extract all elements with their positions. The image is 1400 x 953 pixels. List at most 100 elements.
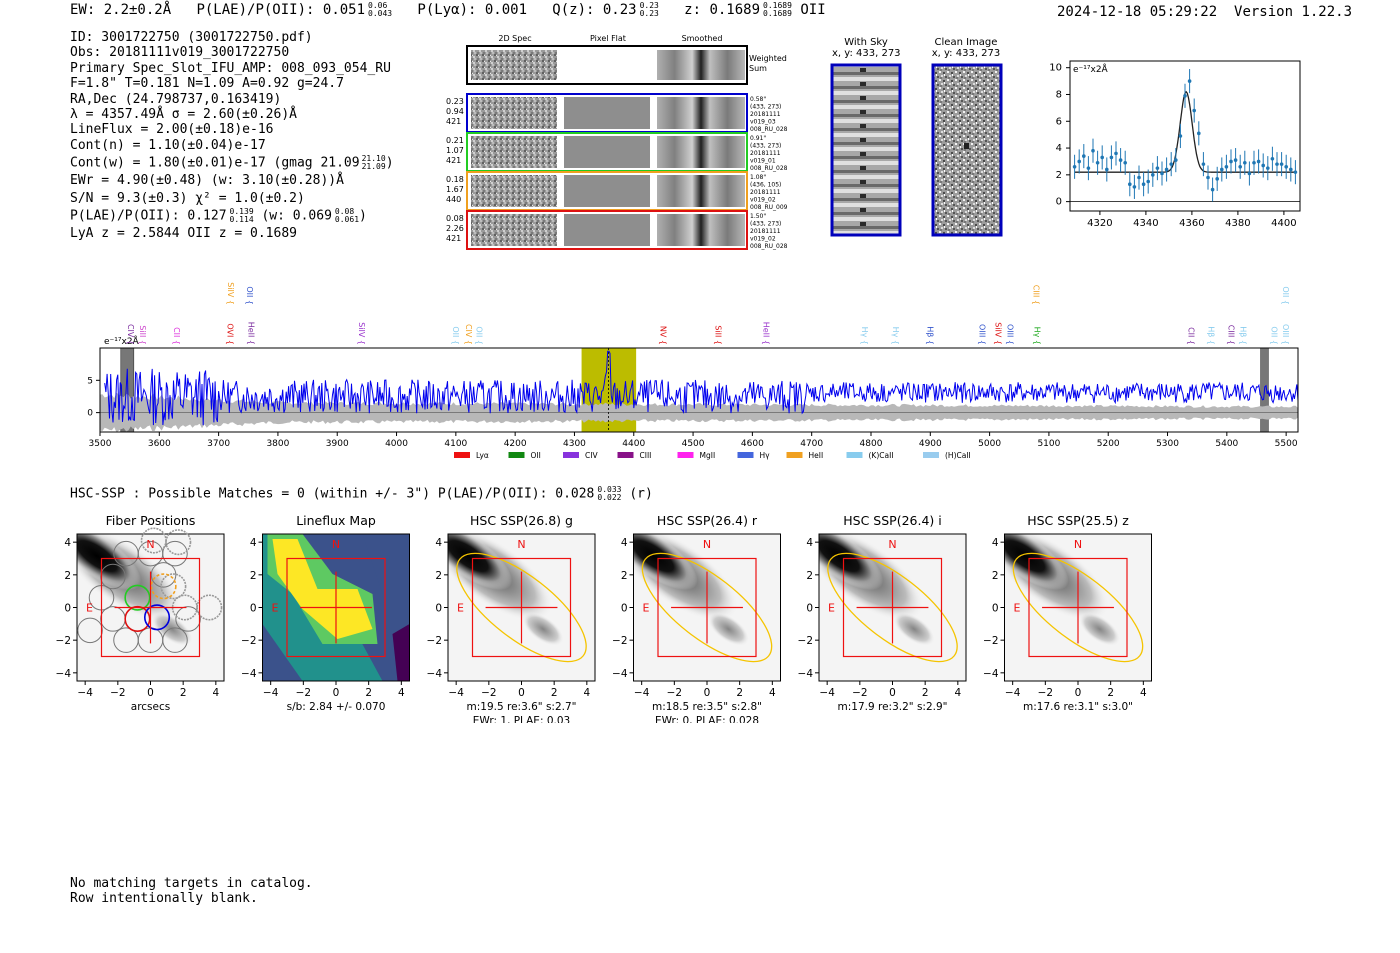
legend-label: HeII [809,451,824,460]
line-marker: CII { [172,327,181,345]
panel-y-tick-label: 0 [992,603,999,615]
spectrum-x-tick-label: 4800 [860,439,883,449]
panel-x-tick-label: 2 [365,687,372,699]
cutout-row-stat: 0.18 [446,175,464,184]
lineflux-min [392,624,410,681]
line-marker: Hβ { [925,326,934,345]
panel-y-tick-label: −4 [798,668,814,680]
line-marker-label: OIII { [1005,324,1014,345]
panel-title: Lineflux Map [296,513,376,528]
line-marker-label: SiIV { [994,322,1003,345]
zoom-data-point [1183,94,1187,98]
galaxy-tail [893,612,935,646]
panel-y-tick-label: 4 [250,537,257,549]
contw-lower: 21.09 [361,162,386,172]
legend-label: (H)CaII [945,451,971,460]
zoom-y-tick-label: 2 [1056,170,1062,181]
spectrum-x-tick-label: 3800 [266,439,289,449]
legend-label: (K)CaII [869,451,894,460]
summary-header: EW: 2.2±0.2Å P(LAE)/P(OII): 0.051 0.06 0.0… [70,1,826,19]
info-lambda: λ = 4357.49Å σ = 2.60(±0.26)Å [70,107,297,123]
panel-image [448,534,595,681]
zoom-data-point [1151,173,1155,177]
zoom-y-tick-label: 0 [1056,197,1062,208]
plae-upper: 0.06 [368,1,388,10]
zoom-data-point [1137,175,1141,180]
info-plae-upper: 0.139 [229,207,254,217]
line-marker: CIII { [1032,285,1041,305]
cutout-row-stat: 421 [446,234,461,243]
panel-x-tick-label: −2 [1038,687,1053,699]
panel-x-tick-label: 0 [147,687,154,699]
line-marker: Hβ { [1239,326,1248,345]
zoom-data-point [1220,167,1224,172]
plae-lower: 0.043 [368,9,393,18]
line-marker: SiII { [138,325,147,345]
with-sky-title: With Sky x, y: 433, 273 [832,37,901,59]
fiber-circle [150,573,177,600]
panel-y-tick-label: −2 [983,635,998,647]
spectrum-x-tick-label: 3600 [148,439,171,449]
spectrum-line [104,350,1299,426]
line-marker-label: Hβ { [925,326,934,345]
line-marker: SiIV { [994,322,1003,345]
z-lower: 0.1689 [763,9,792,18]
col-label-2d: 2D Spec [498,34,531,43]
zoom-x-tick-label: 4340 [1133,218,1158,229]
with-sky-image [830,63,902,237]
cutout-row-meta: (436, 105) [750,182,781,189]
compass-north: N [517,538,525,551]
spectrum-x-tick-label: 3500 [89,439,112,449]
spectrum-y-tick-label: 5 [87,376,93,386]
hsc-plae-upper: 0.033 [597,485,622,494]
cutout-row-meta: (433, 273) [750,104,781,111]
panel-y-tick-label: 0 [250,603,257,615]
line-marker-label: CIII { [1227,325,1236,345]
cutout-row-meta: v019_02 [750,236,776,243]
panel-x-tick-label: −2 [667,687,682,699]
panel-y-tick-label: 0 [621,603,628,615]
plya-value: P(Lyα): 0.001 [417,2,527,18]
fiber-circle [162,627,188,653]
compass-north: N [146,538,154,551]
cutout-row-meta: 20181111 [750,111,781,118]
line-marker-label: Hβ { [1239,326,1248,345]
panel-y-tick-label: −4 [612,668,628,680]
panel-x-tick-label: 2 [180,687,187,699]
legend-swatch [508,452,525,458]
line-marker: CIV { [126,324,135,345]
line-marker-label: OII { [1281,286,1290,305]
panel-image [819,534,966,681]
zoom-data-point [1091,148,1095,153]
with-sky-frame [830,63,902,237]
zoom-y-unit: e⁻¹⁷x2Å [1073,63,1109,75]
zoom-data-point [1256,159,1261,164]
line-marker: CII { [1186,327,1195,345]
line-marker-label: Hγ { [891,327,900,345]
spectrum-legend: Lyα OII CIV CIII MgII Hγ HeII (K)CaII (H)CaII [454,451,971,460]
legend-swatch [677,452,694,458]
cutout-row-meta: (433, 273) [750,221,781,228]
detection-info: ID: 3001722750 (3001722750.pdf) Obs: 201… [70,30,394,241]
clean-source [964,143,969,149]
cutout-smoothed-image [657,136,745,168]
panel-caption-2: EWr: 1, PLAE: 0.03 [473,715,570,723]
zoom-data-point [1192,108,1196,113]
line-marker-label: OII { [245,286,254,305]
spectrum-x-tick-label: 5500 [1275,439,1298,449]
cutout-row-meta: 0.91" [750,135,766,142]
info-id: ID: 3001722750 (3001722750.pdf) [70,30,313,45]
panel-x-tick-label: 0 [333,687,340,699]
zoom-y-tick-label: 6 [1056,116,1062,127]
search-box [471,557,572,658]
panel-y-tick-label: 2 [435,570,442,582]
compass-north: N [332,538,340,551]
search-box [1028,557,1128,658]
search-box [286,557,386,658]
col-label-smoothed: Smoothed [682,34,723,43]
cutout-row-stat: 1.07 [446,146,464,155]
footer-line-2: Row intentionally blank. [70,891,258,906]
spectrum-frame [99,347,1299,433]
zoom-data-point [1252,160,1256,165]
zoom-data-point [1289,167,1293,172]
